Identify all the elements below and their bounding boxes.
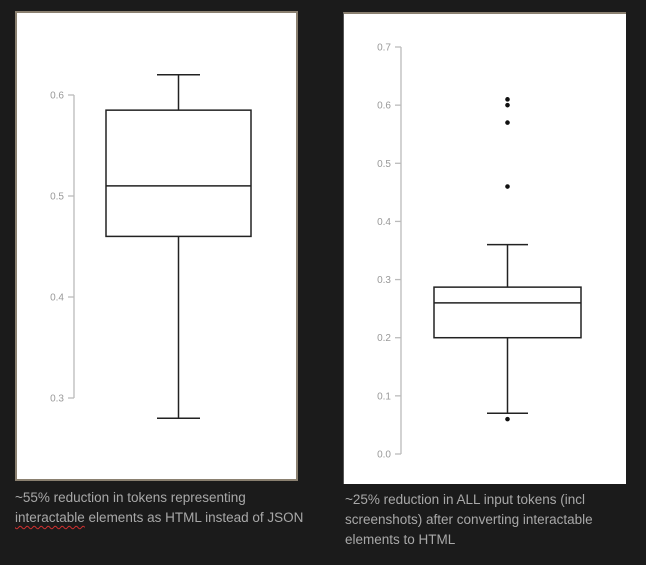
y-tick-label: 0.1 [377, 391, 391, 402]
caption-left-text-1: ~55% reduction in tokens representing [15, 490, 246, 505]
boxplot-left-svg: 0.3 0.4 0.5 0.6 [50, 74, 252, 419]
boxplot-chart-left: 0.3 0.4 0.5 0.6 [15, 11, 298, 481]
y-tick-label: 0.4 [377, 217, 391, 228]
caption-left-text-2: elements as HTML instead of JSON [84, 510, 304, 525]
y-tick-label: 0.5 [377, 159, 391, 170]
iqr-box [433, 286, 582, 339]
boxplot-chart-right: 0.0 0.1 0.2 0.3 0.4 0.5 0.6 0.7 [343, 12, 626, 484]
y-tick-label: 0.2 [377, 333, 391, 344]
y-tick-label: 0.6 [377, 101, 391, 112]
y-tick-label: 0.5 [50, 192, 64, 203]
boxplot-right-svg: 0.0 0.1 0.2 0.3 0.4 0.5 0.6 0.7 [377, 43, 582, 461]
misspelled-word[interactable]: interactable [15, 510, 85, 525]
outlier-point [505, 102, 510, 108]
outlier-point [505, 97, 510, 102]
outlier-point [505, 416, 510, 422]
iqr-box [105, 109, 252, 238]
outlier-point [505, 120, 510, 125]
caption-left: ~55% reduction in tokens representing in… [15, 488, 305, 528]
outlier-point [505, 184, 510, 189]
y-tick-label: 0.4 [50, 293, 64, 304]
caption-right: ~25% reduction in ALL input tokens (incl… [345, 492, 593, 547]
y-tick-label: 0.7 [377, 43, 391, 54]
y-tick-label: 0.3 [377, 275, 391, 286]
y-tick-label: 0.0 [377, 450, 391, 461]
y-tick-label: 0.6 [50, 91, 64, 102]
y-tick-label: 0.3 [50, 394, 64, 405]
